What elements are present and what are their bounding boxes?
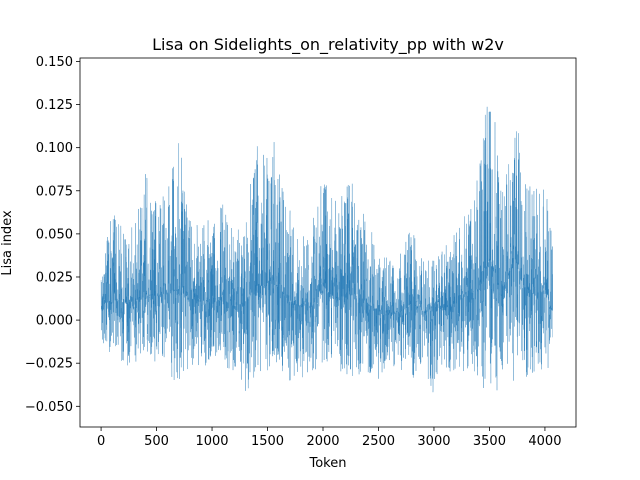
y-tick-label: 0.125 — [36, 98, 73, 113]
x-tick-label: 2000 — [306, 434, 339, 449]
chart-title: Lisa on Sidelights_on_relativity_pp with… — [152, 35, 504, 55]
x-tick-label: 2500 — [362, 434, 395, 449]
x-tick-label: 3500 — [473, 434, 506, 449]
series-line-group — [100, 106, 553, 393]
x-tick-label: 500 — [144, 434, 169, 449]
y-tick-label: 0.075 — [36, 184, 73, 199]
y-tick-label: 0.025 — [36, 270, 73, 285]
x-axis-ticks: 0 500 1000 1500 2000 2500 3000 3500 4000 — [97, 427, 561, 449]
x-tick-label: 4000 — [528, 434, 561, 449]
y-tick-label: 0.050 — [36, 227, 73, 242]
x-tick-label: 1500 — [251, 434, 284, 449]
y-tick-label: 0.000 — [36, 314, 73, 329]
y-tick-label: 0.150 — [36, 55, 73, 70]
x-tick-label: 0 — [97, 434, 105, 449]
y-tick-label: 0.100 — [36, 141, 73, 156]
y-tick-label: −0.025 — [25, 357, 73, 372]
series-line — [100, 106, 553, 393]
x-tick-label: 3000 — [417, 434, 450, 449]
x-tick-label: 1000 — [195, 434, 228, 449]
x-axis-label: Token — [309, 456, 347, 471]
y-tick-label: −0.050 — [25, 400, 73, 415]
plot-area-frame — [79, 57, 577, 428]
y-axis-label: Lisa index — [0, 210, 15, 276]
y-axis-ticks: −0.050 −0.025 0.000 0.025 0.050 0.075 0.100 0.1… — [25, 55, 80, 415]
